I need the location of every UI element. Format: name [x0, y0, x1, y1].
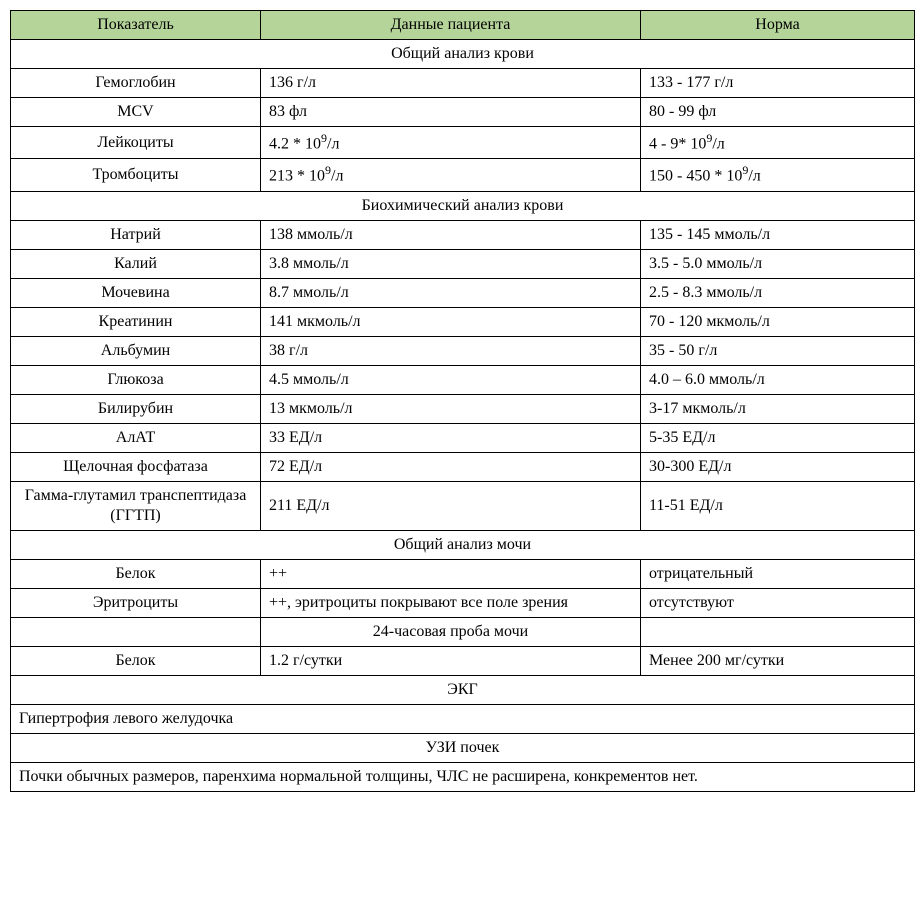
cell-value: 211 ЕД/л — [261, 481, 641, 530]
cell-norm: 80 - 99 фл — [641, 98, 915, 127]
table-row: Калий3.8 ммоль/л3.5 - 5.0 ммоль/л — [11, 249, 915, 278]
table-row: Креатинин141 мкмоль/л70 - 120 мкмоль/л — [11, 307, 915, 336]
table-row: Натрий138 ммоль/л135 - 145 ммоль/л — [11, 220, 915, 249]
cell-indicator: Эритроциты — [11, 588, 261, 617]
cell-value: 72 ЕД/л — [261, 452, 641, 481]
cell-norm: 3-17 мкмоль/л — [641, 394, 915, 423]
cell-indicator: Щелочная фосфатаза — [11, 452, 261, 481]
cell-full: Почки обычных размеров, паренхима нормал… — [11, 762, 915, 791]
cell-value: 3.8 ммоль/л — [261, 249, 641, 278]
cell-indicator: MCV — [11, 98, 261, 127]
cell-value: 13 мкмоль/л — [261, 394, 641, 423]
section-row: 24-часовая проба мочи — [11, 617, 915, 646]
table-row: Билирубин13 мкмоль/л3-17 мкмоль/л — [11, 394, 915, 423]
section-title: Общий анализ мочи — [11, 530, 915, 559]
table-row: Лейкоциты4.2 * 109/л4 - 9* 109/л — [11, 127, 915, 159]
cell-value: 33 ЕД/л — [261, 423, 641, 452]
cell-norm: 150 - 450 * 109/л — [641, 159, 915, 191]
cell-indicator: Глюкоза — [11, 365, 261, 394]
cell-value: 38 г/л — [261, 336, 641, 365]
cell-indicator: Мочевина — [11, 278, 261, 307]
lab-results-table: Показатель Данные пациента Норма Общий а… — [10, 10, 915, 792]
table-row: Гипертрофия левого желудочка — [11, 704, 915, 733]
section-title: 24-часовая проба мочи — [261, 617, 641, 646]
table-row: Тромбоциты213 * 109/л150 - 450 * 109/л — [11, 159, 915, 191]
table-row: Альбумин38 г/л35 - 50 г/л — [11, 336, 915, 365]
table-row: Эритроциты++, эритроциты покрывают все п… — [11, 588, 915, 617]
cell-indicator: Гемоглобин — [11, 69, 261, 98]
cell-norm: 4.0 – 6.0 ммоль/л — [641, 365, 915, 394]
section-row: УЗИ почек — [11, 733, 915, 762]
section-row: ЭКГ — [11, 675, 915, 704]
section-row: Общий анализ крови — [11, 40, 915, 69]
cell-norm: отсутствуют — [641, 588, 915, 617]
cell-indicator: Билирубин — [11, 394, 261, 423]
cell-indicator: Белок — [11, 559, 261, 588]
section-title: Общий анализ крови — [11, 40, 915, 69]
cell-value: 4.5 ммоль/л — [261, 365, 641, 394]
cell-norm: 3.5 - 5.0 ммоль/л — [641, 249, 915, 278]
cell-indicator: Натрий — [11, 220, 261, 249]
cell-norm: 30-300 ЕД/л — [641, 452, 915, 481]
header-value: Данные пациента — [261, 11, 641, 40]
cell-norm: 133 - 177 г/л — [641, 69, 915, 98]
cell-norm: 4 - 9* 109/л — [641, 127, 915, 159]
cell-indicator: Лейкоциты — [11, 127, 261, 159]
table-row: Белок++отрицательный — [11, 559, 915, 588]
table-row: Белок1.2 г/суткиМенее 200 мг/сутки — [11, 646, 915, 675]
cell-indicator: АлАТ — [11, 423, 261, 452]
cell-norm: 70 - 120 мкмоль/л — [641, 307, 915, 336]
cell-norm: отрицательный — [641, 559, 915, 588]
cell-indicator: Калий — [11, 249, 261, 278]
table-row: Гамма-глутамил транспептидаза (ГГТП)211 … — [11, 481, 915, 530]
cell-indicator: Креатинин — [11, 307, 261, 336]
cell-indicator: Белок — [11, 646, 261, 675]
cell-indicator: Гамма-глутамил транспептидаза (ГГТП) — [11, 481, 261, 530]
cell-indicator: Тромбоциты — [11, 159, 261, 191]
cell-full: Гипертрофия левого желудочка — [11, 704, 915, 733]
section-row: Общий анализ мочи — [11, 530, 915, 559]
cell-norm: 2.5 - 8.3 ммоль/л — [641, 278, 915, 307]
cell-value: 83 фл — [261, 98, 641, 127]
cell-value: 136 г/л — [261, 69, 641, 98]
cell-value: 141 мкмоль/л — [261, 307, 641, 336]
section-blank — [641, 617, 915, 646]
cell-norm: Менее 200 мг/сутки — [641, 646, 915, 675]
cell-value: 4.2 * 109/л — [261, 127, 641, 159]
table-row: Гемоглобин136 г/л133 - 177 г/л — [11, 69, 915, 98]
cell-value: ++, эритроциты покрывают все поле зрения — [261, 588, 641, 617]
header-indicator: Показатель — [11, 11, 261, 40]
table-row: АлАТ33 ЕД/л5-35 ЕД/л — [11, 423, 915, 452]
cell-value: 8.7 ммоль/л — [261, 278, 641, 307]
cell-value: ++ — [261, 559, 641, 588]
cell-norm: 5-35 ЕД/л — [641, 423, 915, 452]
cell-value: 1.2 г/сутки — [261, 646, 641, 675]
cell-norm: 11-51 ЕД/л — [641, 481, 915, 530]
header-norm: Норма — [641, 11, 915, 40]
section-title: ЭКГ — [11, 675, 915, 704]
section-title: Биохимический анализ крови — [11, 191, 915, 220]
cell-norm: 35 - 50 г/л — [641, 336, 915, 365]
section-row: Биохимический анализ крови — [11, 191, 915, 220]
section-title: УЗИ почек — [11, 733, 915, 762]
table-row: Щелочная фосфатаза72 ЕД/л30-300 ЕД/л — [11, 452, 915, 481]
cell-value: 138 ммоль/л — [261, 220, 641, 249]
header-row: Показатель Данные пациента Норма — [11, 11, 915, 40]
table-row: Мочевина8.7 ммоль/л2.5 - 8.3 ммоль/л — [11, 278, 915, 307]
table-row: Почки обычных размеров, паренхима нормал… — [11, 762, 915, 791]
table-row: Глюкоза4.5 ммоль/л4.0 – 6.0 ммоль/л — [11, 365, 915, 394]
cell-norm: 135 - 145 ммоль/л — [641, 220, 915, 249]
section-blank — [11, 617, 261, 646]
cell-value: 213 * 109/л — [261, 159, 641, 191]
cell-indicator: Альбумин — [11, 336, 261, 365]
table-row: MCV83 фл80 - 99 фл — [11, 98, 915, 127]
